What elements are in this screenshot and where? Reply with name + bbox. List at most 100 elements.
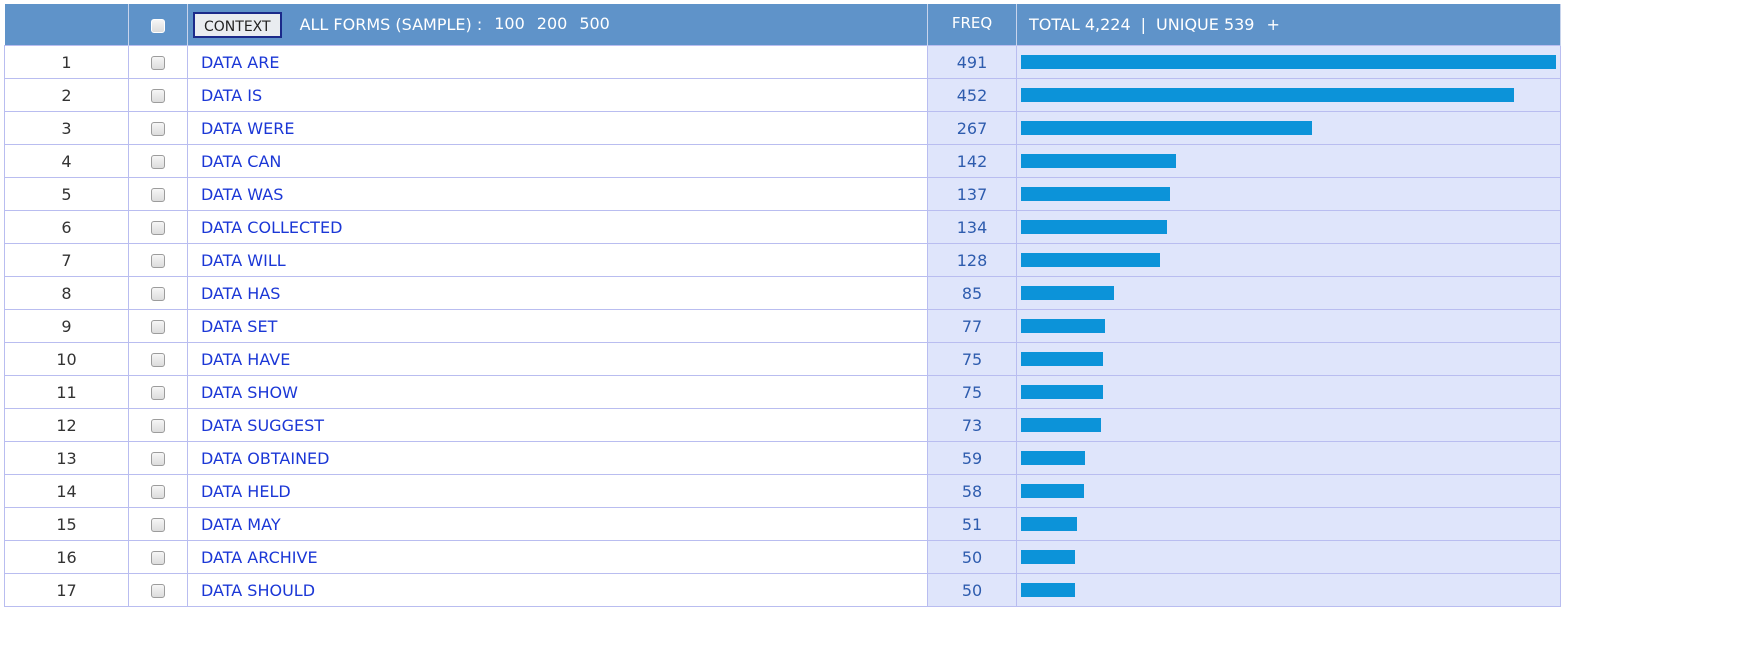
- table-row: 13 DATA OBTAINED 59: [4, 441, 1561, 475]
- row-bar-cell: [1016, 408, 1561, 442]
- table-row: 17 DATA SHOULD 50: [4, 573, 1561, 607]
- table-row: 11 DATA SHOW 75: [4, 375, 1561, 409]
- totals-header: TOTAL 4,224 | UNIQUE 539 +: [1016, 4, 1561, 46]
- row-bar-cell: [1016, 507, 1561, 541]
- row-bar-cell: [1016, 342, 1561, 376]
- row-form-link[interactable]: DATA WAS: [187, 177, 928, 211]
- row-checkbox[interactable]: [151, 254, 165, 268]
- row-frequency: 267: [927, 111, 1017, 145]
- row-frequency: 452: [927, 78, 1017, 112]
- select-all-checkbox[interactable]: [151, 18, 165, 33]
- row-checkbox[interactable]: [151, 56, 165, 70]
- row-checkbox[interactable]: [151, 419, 165, 433]
- table-row: 9 DATA SET 77: [4, 309, 1561, 343]
- row-checkbox[interactable]: [151, 320, 165, 334]
- row-form-link[interactable]: DATA ARE: [187, 45, 928, 79]
- frequency-bar: [1021, 550, 1076, 564]
- table-row: 3 DATA WERE 267: [4, 111, 1561, 145]
- row-bar-cell: [1016, 375, 1561, 409]
- row-form-link[interactable]: DATA MAY: [187, 507, 928, 541]
- row-frequency: 134: [927, 210, 1017, 244]
- table-row: 12 DATA SUGGEST 73: [4, 408, 1561, 442]
- row-form-link[interactable]: DATA OBTAINED: [187, 441, 928, 475]
- row-form-link[interactable]: DATA ARCHIVE: [187, 540, 928, 574]
- row-rank: 13: [4, 441, 129, 475]
- sample-200-link[interactable]: 200: [536, 14, 568, 33]
- total-count: TOTAL 4,224: [1029, 15, 1131, 34]
- row-form-link[interactable]: DATA SUGGEST: [187, 408, 928, 442]
- freq-column-header[interactable]: FREQ: [927, 4, 1017, 46]
- row-frequency: 142: [927, 144, 1017, 178]
- row-form-link[interactable]: DATA SHOW: [187, 375, 928, 409]
- frequency-bar: [1021, 484, 1085, 498]
- row-checkbox[interactable]: [151, 353, 165, 367]
- row-bar-cell: [1016, 540, 1561, 574]
- rank-column-header: [4, 4, 129, 46]
- row-checkbox[interactable]: [151, 287, 165, 301]
- row-select-cell: [128, 342, 188, 376]
- table-body: 1 DATA ARE 491 2 DATA IS 452 3 DATA WERE 267 4 DAT…: [4, 45, 1561, 607]
- row-form-link[interactable]: DATA SET: [187, 309, 928, 343]
- row-form-link[interactable]: DATA HAVE: [187, 342, 928, 376]
- frequency-bar: [1021, 187, 1171, 201]
- row-checkbox[interactable]: [151, 89, 165, 103]
- row-frequency: 59: [927, 441, 1017, 475]
- row-checkbox[interactable]: [151, 452, 165, 466]
- row-frequency: 137: [927, 177, 1017, 211]
- row-form-link[interactable]: DATA SHOULD: [187, 573, 928, 607]
- row-bar-cell: [1016, 111, 1561, 145]
- sample-100-link[interactable]: 100: [494, 14, 525, 33]
- row-form-link[interactable]: DATA WILL: [187, 243, 928, 277]
- row-checkbox[interactable]: [151, 155, 165, 169]
- row-checkbox[interactable]: [151, 188, 165, 202]
- row-bar-cell: [1016, 441, 1561, 475]
- row-form-link[interactable]: DATA CAN: [187, 144, 928, 178]
- row-checkbox[interactable]: [151, 386, 165, 400]
- row-select-cell: [128, 309, 188, 343]
- row-rank: 1: [4, 45, 129, 79]
- frequency-bar: [1021, 418, 1101, 432]
- row-frequency: 50: [927, 573, 1017, 607]
- row-bar-cell: [1016, 474, 1561, 508]
- row-checkbox[interactable]: [151, 122, 165, 136]
- row-checkbox[interactable]: [151, 518, 165, 532]
- row-checkbox[interactable]: [151, 221, 165, 235]
- table-row: 7 DATA WILL 128: [4, 243, 1561, 277]
- table-row: 6 DATA COLLECTED 134: [4, 210, 1561, 244]
- context-button[interactable]: CONTEXT: [193, 11, 282, 38]
- row-frequency: 51: [927, 507, 1017, 541]
- frequency-bar: [1021, 121, 1312, 135]
- frequency-bar: [1021, 517, 1077, 531]
- row-rank: 3: [4, 111, 129, 145]
- sample-500-link[interactable]: 500: [579, 14, 610, 33]
- row-checkbox[interactable]: [151, 551, 165, 565]
- frequency-bar: [1021, 451, 1086, 465]
- frequency-bar: [1021, 55, 1556, 69]
- row-bar-cell: [1016, 243, 1561, 277]
- frequency-table-container: CONTEXT ALL FORMS (SAMPLE) : 100 200 500 FRE…: [4, 4, 1561, 607]
- row-select-cell: [128, 441, 188, 475]
- row-form-link[interactable]: DATA HELD: [187, 474, 928, 508]
- row-checkbox[interactable]: [151, 485, 165, 499]
- row-frequency: 58: [927, 474, 1017, 508]
- frequency-bar: [1021, 220, 1167, 234]
- row-form-link[interactable]: DATA COLLECTED: [187, 210, 928, 244]
- frequency-bar: [1021, 88, 1514, 102]
- row-bar-cell: [1016, 45, 1561, 79]
- expand-plus-button[interactable]: +: [1266, 15, 1280, 34]
- row-rank: 12: [4, 408, 129, 442]
- row-rank: 17: [4, 573, 129, 607]
- table-row: 16 DATA ARCHIVE 50: [4, 540, 1561, 574]
- row-form-link[interactable]: DATA HAS: [187, 276, 928, 310]
- frequency-bar: [1021, 352, 1103, 366]
- table-row: 14 DATA HELD 58: [4, 474, 1561, 508]
- row-form-link[interactable]: DATA IS: [187, 78, 928, 112]
- all-forms-label: ALL FORMS (SAMPLE) :: [299, 15, 483, 34]
- row-form-link[interactable]: DATA WERE: [187, 111, 928, 145]
- row-select-cell: [128, 144, 188, 178]
- frequency-bar: [1021, 385, 1103, 399]
- row-select-cell: [128, 243, 188, 277]
- row-select-cell: [128, 375, 188, 409]
- row-frequency: 50: [927, 540, 1017, 574]
- row-checkbox[interactable]: [151, 584, 165, 598]
